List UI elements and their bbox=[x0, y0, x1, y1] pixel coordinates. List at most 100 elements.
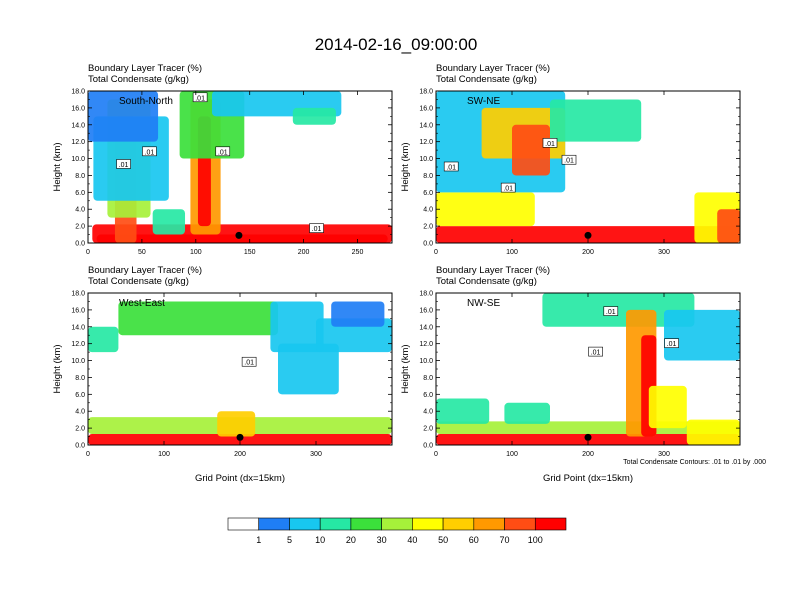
panel-south-north: Boundary Layer Tracer (%)Total Condensat… bbox=[52, 63, 393, 256]
colorbar-swatch bbox=[381, 517, 413, 531]
field-blob bbox=[504, 402, 550, 424]
x-tick-label: 0 bbox=[434, 249, 438, 256]
panel-title-line2: Total Condensate (g/kg) bbox=[88, 74, 189, 85]
y-axis-label: Height (km) bbox=[400, 344, 411, 393]
field-blob bbox=[88, 326, 119, 353]
colorbar-label: 40 bbox=[407, 535, 417, 545]
colorbar-label: 70 bbox=[500, 535, 510, 545]
x-tick-label: 100 bbox=[158, 451, 170, 458]
y-tick-label: 10.0 bbox=[71, 358, 85, 365]
field-blob bbox=[152, 209, 186, 235]
x-tick-label: 200 bbox=[582, 451, 594, 458]
contour-label: .01 bbox=[503, 186, 513, 193]
y-tick-label: 18.0 bbox=[419, 89, 433, 96]
y-tick-label: 12.0 bbox=[419, 139, 433, 146]
y-tick-label: 12.0 bbox=[71, 341, 85, 348]
contour-label: .01 bbox=[667, 341, 677, 348]
colorbar-swatch bbox=[319, 517, 352, 531]
contour-label: .01 bbox=[218, 149, 228, 156]
contour-label: .01 bbox=[446, 165, 456, 172]
field-blob bbox=[436, 398, 490, 424]
y-tick-label: 14.0 bbox=[419, 122, 433, 129]
contour-label-box bbox=[443, 161, 459, 172]
panel-title-line2: Total Condensate (g/kg) bbox=[436, 276, 537, 287]
contour-label-box bbox=[142, 146, 157, 157]
field-blob bbox=[717, 209, 740, 243]
panel-label: South-North bbox=[119, 96, 173, 107]
contour-label: .01 bbox=[145, 149, 155, 156]
y-tick-label: 4.0 bbox=[75, 409, 85, 416]
x-tick-label: 300 bbox=[310, 451, 322, 458]
contour-label-box bbox=[603, 306, 619, 316]
field-blob bbox=[88, 91, 159, 142]
x-tick-label: 200 bbox=[298, 249, 310, 256]
contour-label-box bbox=[241, 356, 257, 367]
field-blob bbox=[550, 99, 642, 142]
location-marker bbox=[584, 231, 592, 239]
y-axis-label: Height (km) bbox=[400, 142, 411, 191]
colorbar-label: 30 bbox=[377, 535, 387, 545]
contour-label: .01 bbox=[244, 360, 254, 367]
colorbar-label: 20 bbox=[346, 535, 356, 545]
field bbox=[88, 91, 392, 243]
field-blob bbox=[331, 301, 385, 327]
location-marker bbox=[235, 231, 243, 239]
y-tick-label: 10.0 bbox=[419, 358, 433, 365]
x-tick-label: 250 bbox=[352, 249, 364, 256]
y-axis-label: Height (km) bbox=[52, 142, 63, 191]
field-blob bbox=[118, 301, 279, 336]
contour-label: .01 bbox=[564, 158, 574, 165]
x-tick-label: 100 bbox=[506, 451, 518, 458]
colorbar-swatch bbox=[227, 517, 260, 531]
colorbar-swatch bbox=[442, 517, 475, 531]
field-blob bbox=[278, 343, 339, 395]
field-blob bbox=[664, 309, 740, 361]
y-tick-label: 4.0 bbox=[423, 207, 433, 214]
contour-label-box bbox=[588, 346, 603, 357]
x-tick-label: 50 bbox=[138, 249, 146, 256]
x-tick-label: 100 bbox=[506, 249, 518, 256]
x-tick-label: 300 bbox=[658, 451, 670, 458]
y-tick-label: 4.0 bbox=[75, 207, 85, 214]
colorbar-swatch bbox=[534, 517, 567, 531]
panel-title-line1: Boundary Layer Tracer (%) bbox=[436, 265, 550, 276]
y-tick-label: 12.0 bbox=[71, 139, 85, 146]
y-tick-label: 2.0 bbox=[423, 426, 433, 433]
x-tick-label: 0 bbox=[434, 451, 438, 458]
y-tick-label: 8.0 bbox=[75, 173, 85, 180]
field-blob bbox=[686, 419, 740, 445]
x-tick-label: 200 bbox=[234, 451, 246, 458]
y-tick-label: 0.0 bbox=[75, 241, 85, 248]
contour-label: .01 bbox=[195, 95, 205, 102]
field-blob bbox=[648, 385, 687, 429]
panel-title-line1: Boundary Layer Tracer (%) bbox=[88, 63, 202, 74]
panel-title-line1: Boundary Layer Tracer (%) bbox=[88, 265, 202, 276]
contour-label-box bbox=[116, 159, 131, 169]
location-marker bbox=[584, 433, 592, 441]
y-tick-label: 6.0 bbox=[423, 190, 433, 197]
field-blob bbox=[270, 301, 324, 353]
y-tick-label: 2.0 bbox=[423, 224, 433, 231]
panel-label: NW-SE bbox=[467, 298, 500, 309]
y-tick-label: 10.0 bbox=[419, 156, 433, 163]
colorbar-label: 60 bbox=[469, 535, 479, 545]
location-marker bbox=[236, 433, 244, 441]
contour-label: .01 bbox=[119, 162, 129, 169]
contour-label-box bbox=[309, 223, 324, 233]
field bbox=[88, 301, 392, 445]
y-tick-label: 10.0 bbox=[71, 156, 85, 163]
field-blob bbox=[217, 411, 256, 437]
panel-title-line1: Boundary Layer Tracer (%) bbox=[436, 63, 550, 74]
y-tick-label: 16.0 bbox=[71, 105, 85, 112]
y-axis-label: Height (km) bbox=[52, 344, 63, 393]
contour-label-box bbox=[561, 154, 577, 165]
y-tick-label: 6.0 bbox=[75, 190, 85, 197]
y-tick-label: 16.0 bbox=[419, 105, 433, 112]
contour-label-box bbox=[500, 182, 516, 193]
colorbar-label: 1 bbox=[256, 535, 261, 545]
panel-nw-se: Boundary Layer Tracer (%)Total Condensat… bbox=[400, 265, 741, 484]
contour-label-box bbox=[542, 138, 558, 148]
contour-label: .01 bbox=[312, 226, 322, 233]
y-tick-label: 18.0 bbox=[71, 291, 85, 298]
